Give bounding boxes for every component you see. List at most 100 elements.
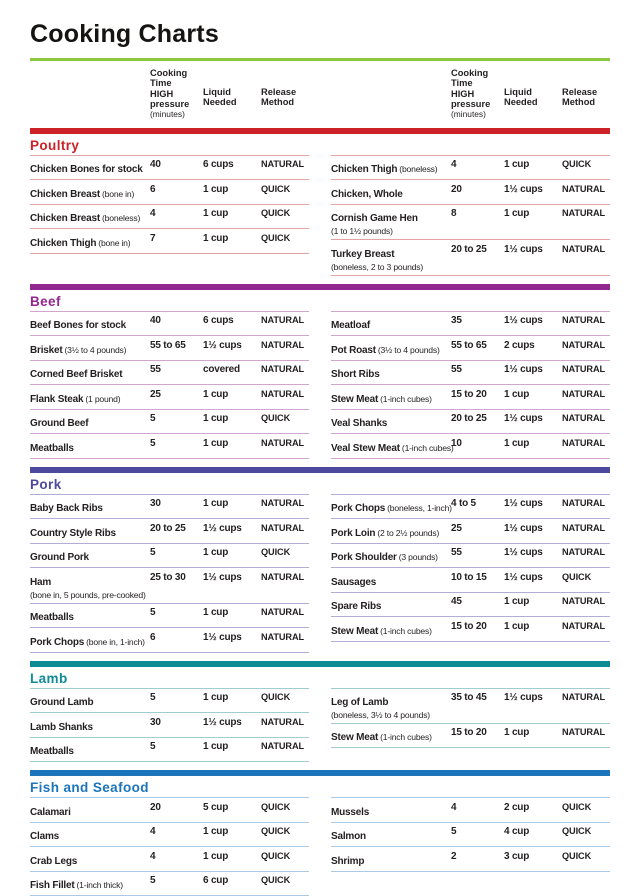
cooking-charts-page: Cooking Charts Cooking Time HIGH pressure (m… [0,20,640,896]
item-name: Beef Bones for stock [30,320,127,332]
liquid-needed-value: covered [203,364,240,376]
item-note: (1-inch cubes) [401,442,454,453]
item-name-cell: Stew Meat (1-inch cubes) [331,727,451,745]
item-name: Country Style Ribs [30,527,116,539]
cooking-time-value: 30 [150,498,161,510]
item-name-cell: Baby Back Ribs [30,498,150,516]
header-line: Release [562,86,598,97]
table-row: Calamari 20 5 cup QUICK [30,798,309,823]
section-tables: Baby Back Ribs 30 1 cup NATURAL Country Styl… [30,493,610,653]
section-table-left: Baby Back Ribs 30 1 cup NATURAL Country Styl… [30,493,309,653]
header-line: HIGH [451,88,475,99]
liquid-needed-value: 1 cup [203,850,229,862]
liquid-needed-value: 6 cup [203,875,229,887]
table-row: Ground Pork 5 1 cup QUICK [30,544,309,569]
release-method-value: NATURAL [261,607,305,618]
item-name: Cornish Game Hen [331,213,418,225]
table-row: Flank Steak (1 pound) 25 1 cup NATURAL [30,385,309,410]
cooking-time-value: 4 [451,159,457,171]
column-header-group-right: Cooking Time HIGH pressure (minutes) Liquid Ne… [331,68,610,120]
item-name: Meatballs [30,746,74,758]
item-note: (3 pounds) [398,552,438,563]
liquid-needed-value: 1½ cups [203,571,242,583]
cooking-time-value: 4 [150,850,156,862]
cooking-time-value: 2 [451,850,457,862]
header-line: Cooking [451,67,489,78]
item-name: Stew Meat [331,393,379,405]
item-note: (1-inch thick) [76,880,123,891]
item-note: (boneless, 1-inch) [387,503,452,514]
cooking-time-value: 5 [150,413,156,425]
liquid-needed-value: 6 cups [203,159,234,171]
page-title: Cooking Charts [30,20,219,48]
table-row: Mussels 4 2 cup QUICK [331,798,610,823]
cooking-time-value: 4 [451,801,457,813]
liquid-needed-value: 5 cup [203,801,229,813]
liquid-needed-value: 1 cup [203,437,229,449]
liquid-needed-value: 1½ cups [504,413,543,425]
liquid-needed-value: 2 cups [504,339,535,351]
liquid-needed-value: 1 cup [504,208,530,220]
table-row: Clams 4 1 cup QUICK [30,823,309,848]
liquid-needed-value: 4 cup [504,826,530,838]
liquid-needed-value: 1½ cups [504,243,543,255]
item-name: Clams [30,831,60,843]
section-bar [30,283,610,290]
section-heading: Pork [30,476,62,492]
release-method-value: QUICK [261,547,291,558]
header-line: pressure [150,99,190,109]
release-method-value: QUICK [261,232,291,243]
header-minutes-note: (minutes) [451,108,486,119]
release-method-value: NATURAL [562,727,606,738]
header-line: Release [261,86,297,97]
cooking-time-value: 5 [150,547,156,559]
section-table-right: Leg of Lamb (boneless, 3½ to 4 pounds) 35 … [331,687,610,749]
header-line: Cooking [150,67,188,78]
item-name: Ham [30,576,52,588]
sections-container: Poultry Chicken Bones for stock 40 6 cups NA… [30,127,610,896]
item-name-cell: Meatballs [30,741,150,759]
item-name: Short Ribs [331,369,380,381]
section-bar [30,770,610,777]
cooking-time-value: 35 [451,315,462,327]
item-name: Chicken Thigh [30,237,97,249]
section-table-right: Pork Chops (boneless, 1-inch) 4 to 5 1½ cup… [331,493,610,642]
release-method-value: NATURAL [261,571,305,582]
release-method-value: NATURAL [562,437,606,448]
item-name-cell: Fish Fillet (1-inch thick) [30,875,150,893]
item-name: Pot Roast [331,344,376,356]
release-method-value: NATURAL [562,413,606,424]
item-name: Sausages [331,576,377,588]
table-row: Chicken Thigh (boneless) 4 1 cup QUICK [331,156,610,181]
table-row: Fish Fillet (1-inch thick) 5 6 cup QUICK [30,872,309,896]
item-name-cell: Chicken Thigh (boneless) [331,159,451,177]
section-bar [30,127,610,134]
item-note-below: (1 to 1½ pounds) [331,226,393,237]
cooking-time-value: 15 to 20 [451,727,487,739]
item-name: Brisket [30,344,63,356]
section-table-left: Chicken Bones for stock 40 6 cups NATURAL Ch… [30,154,309,254]
table-row: Ground Lamb 5 1 cup QUICK [30,689,309,714]
release-method-value: NATURAL [562,243,606,254]
item-name-cell: Meatloaf [331,315,451,333]
item-name: Salmon [331,831,366,843]
header-line: Liquid [504,86,532,97]
item-name-cell: Chicken Bones for stock [30,159,150,177]
table-row: Lamb Shanks 30 1½ cups NATURAL [30,713,309,738]
item-name-cell: Chicken Breast (boneless) [30,208,150,226]
table-row: Veal Stew Meat (1-inch cubes) 10 1 cup NATUR… [331,434,610,459]
release-method-value: QUICK [261,826,291,837]
release-method-value: QUICK [261,183,291,194]
release-method-value: NATURAL [562,183,606,194]
cooking-time-value: 5 [451,826,457,838]
cooking-time-value: 20 [150,801,161,813]
liquid-needed-value: 1½ cups [504,315,543,327]
item-name-cell: Salmon [331,826,451,844]
item-name-cell: Brisket (3½ to 4 pounds) [30,340,150,358]
release-method-value: QUICK [562,801,592,812]
item-name-cell: Leg of Lamb (boneless, 3½ to 4 pounds) [331,692,451,721]
table-row: Meatballs 5 1 cup NATURAL [30,434,309,459]
liquid-needed-value: 1 cup [504,620,530,632]
item-name: Pork Loin [331,527,376,539]
table-row: Turkey Breast (boneless, 2 to 3 pounds) 20… [331,240,610,276]
